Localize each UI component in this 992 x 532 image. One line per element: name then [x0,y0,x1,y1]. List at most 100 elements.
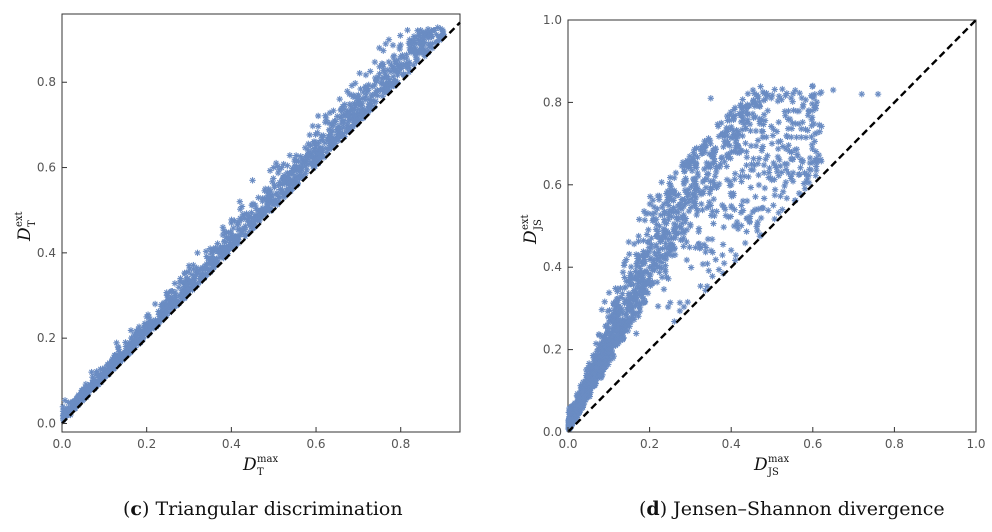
data-point-d [717,160,724,168]
data-point-d [695,225,703,232]
data-point-c [171,280,179,287]
data-point-d [721,206,729,213]
data-point-c [259,204,267,212]
data-point-d [644,290,652,297]
data-point-c [113,339,120,347]
data-point-d [626,305,633,312]
data-point-d [735,131,743,138]
data-point-c [163,305,170,312]
data-point-d [701,145,708,152]
x-tick-label: 0.2 [137,437,156,451]
axis-label-sup: max [257,454,278,465]
data-point-d [816,90,824,97]
data-point-d [801,169,808,177]
data-point-c [127,327,135,334]
data-point-d [743,228,750,235]
data-point-d [769,132,777,139]
data-point-d [760,195,768,202]
data-point-c [396,45,403,53]
axis-label-main: D [15,227,35,242]
data-point-c [135,326,142,333]
data-point-d [737,102,745,109]
data-point-c [290,168,297,175]
data-point-d [668,234,675,242]
data-point-d [689,198,697,205]
data-point-d [613,325,621,333]
data-point-d [597,367,604,374]
data-point-d [678,205,686,213]
data-point-d [809,82,816,90]
data-point-d [672,169,680,177]
data-point-c [318,132,325,139]
data-point-d [707,186,714,193]
data-point-c [315,150,322,158]
data-point-d [737,209,745,216]
data-point-d [775,138,782,146]
data-point-d [612,285,619,292]
data-point-d [720,223,727,231]
data-point-c [255,194,262,201]
data-point-d [707,202,714,209]
y-tick-label: 0.2 [543,343,562,357]
data-point-c [151,300,159,308]
data-point-d [775,209,782,216]
data-point-d [610,320,618,328]
data-point-c [439,27,447,35]
data-point-c [269,178,276,185]
data-point-c [160,299,168,306]
data-point-d [758,204,766,212]
data-point-d [764,207,772,214]
data-point-d [752,101,760,109]
data-point-d [775,118,782,126]
data-point-d [796,89,803,97]
data-point-c [322,112,329,119]
x-tick-label: 0.4 [222,437,241,451]
x-tick-label: 0.2 [640,437,659,451]
data-point-d [739,167,746,174]
data-point-d [790,107,797,114]
data-point-c [221,238,228,245]
data-point-c [210,263,218,271]
data-point-d [761,184,769,192]
data-point-d [764,152,771,159]
data-point-c [373,77,380,85]
data-point-c [286,152,294,159]
data-point-c [61,397,69,404]
data-point-d [755,93,762,100]
data-point-c [336,128,344,135]
data-point-d [699,260,707,268]
data-point-d [830,86,837,94]
data-point-d [670,228,678,235]
axis-label-sub: T [27,220,38,227]
data-point-d [801,185,809,192]
data-point-d [654,303,662,310]
data-point-d [643,280,650,288]
data-point-d [597,372,605,380]
data-point-d [677,201,684,208]
data-point-d [659,253,666,260]
data-point-d [630,281,637,288]
data-point-c [233,234,240,242]
data-point-d [777,193,784,200]
data-point-d [728,202,735,210]
data-point-c [241,215,248,222]
data-point-d [699,206,706,214]
data-point-d [727,247,735,254]
x-ticks-d: 0.0 0.2 0.4 0.6 0.8 1.0 [558,427,986,451]
data-point-d [585,360,593,367]
data-point-d [789,90,797,97]
data-point-d [798,134,805,141]
axis-label-main: D [521,230,541,245]
data-point-c [397,32,404,39]
data-point-d [760,97,768,104]
data-point-c [355,91,362,99]
data-point-d [755,171,762,179]
data-point-d [712,256,719,263]
data-point-d [799,119,806,126]
x-tick-label: 0.6 [306,437,325,451]
data-point-d [759,143,767,150]
data-point-d [747,166,755,173]
